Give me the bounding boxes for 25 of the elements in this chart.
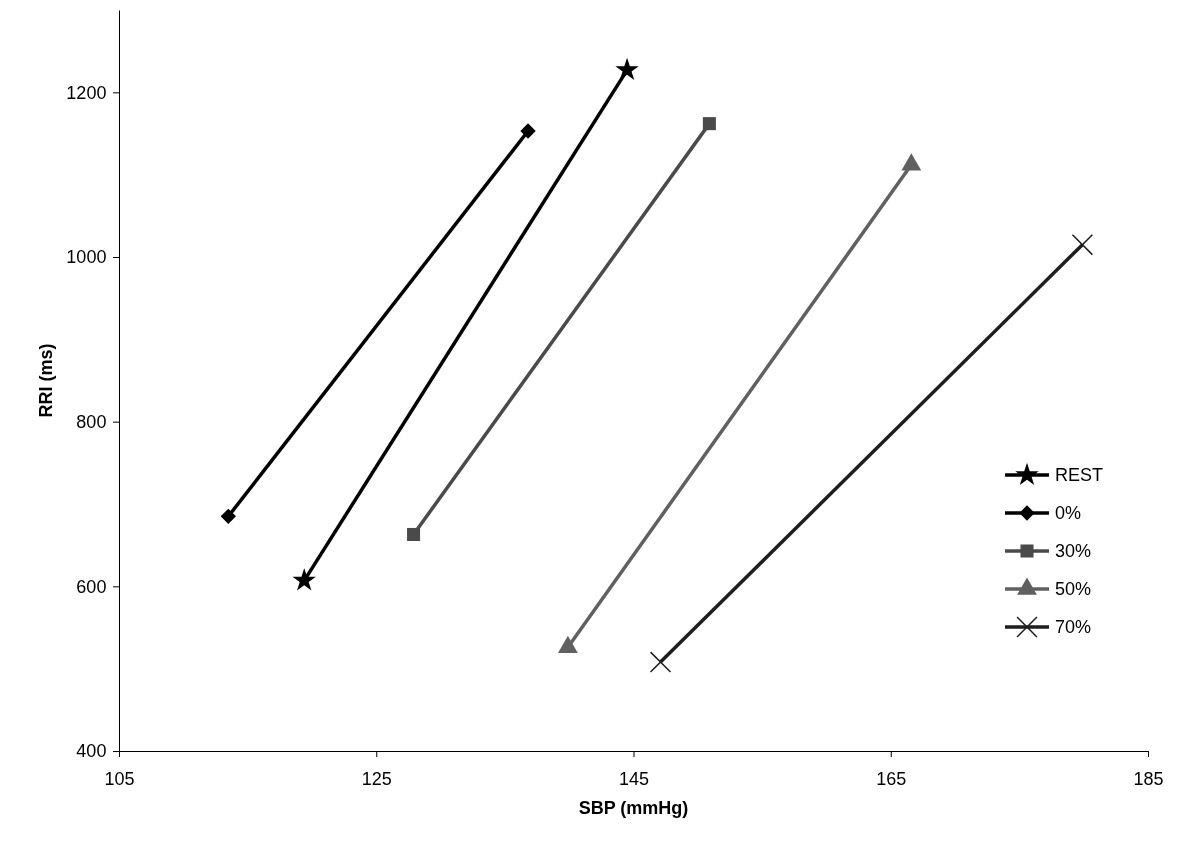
point xyxy=(520,123,536,139)
point xyxy=(615,57,639,81)
point xyxy=(649,651,672,673)
legend-label: 50% xyxy=(1055,579,1092,600)
x-tick-label: 185 xyxy=(1133,769,1164,790)
y-tick-label: 1000 xyxy=(66,247,107,268)
legend-label: 0% xyxy=(1055,503,1082,524)
x-axis-title: SBP (mmHg) xyxy=(578,798,689,818)
x-tick-label: 145 xyxy=(618,769,650,790)
y-tick-label: 800 xyxy=(76,411,107,432)
y-tick-label: 1200 xyxy=(66,82,107,103)
legend-label: 30% xyxy=(1055,541,1092,562)
point xyxy=(702,117,716,131)
x-tick-label: 165 xyxy=(876,769,907,790)
y-tick-label: 600 xyxy=(76,576,107,597)
point xyxy=(292,568,316,591)
y-tick-label: 400 xyxy=(76,741,107,762)
x-tick-label: 125 xyxy=(361,769,392,790)
point xyxy=(220,508,236,525)
y-axis-title: RRI (ms) xyxy=(36,343,56,418)
point xyxy=(1071,233,1094,256)
x-tick-label: 105 xyxy=(104,769,135,790)
legend-label: 70% xyxy=(1055,617,1092,638)
legend-label: REST xyxy=(1055,465,1104,486)
point xyxy=(407,527,421,541)
